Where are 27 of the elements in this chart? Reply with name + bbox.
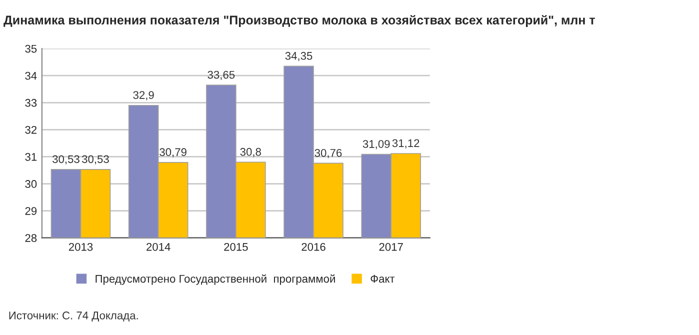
data-label: 30,53 bbox=[52, 155, 80, 164]
legend-label: Факт bbox=[370, 274, 395, 283]
data-label: 32,9 bbox=[133, 91, 154, 100]
data-label: 30,76 bbox=[314, 148, 342, 158]
x-tick-label: 2015 bbox=[224, 243, 248, 251]
y-tick-label: 30 bbox=[25, 180, 37, 188]
x-tick-label: 2017 bbox=[379, 243, 403, 251]
data-label: 30,8 bbox=[240, 148, 261, 158]
data-label: 33,65 bbox=[208, 70, 235, 80]
text: Источник: С. 74 Доклада. bbox=[9, 312, 138, 322]
y-tick-label: 34 bbox=[25, 72, 37, 80]
y-tick-label: 32 bbox=[25, 126, 37, 134]
y-tick-label: 29 bbox=[25, 207, 37, 215]
x-tick-label: 2014 bbox=[146, 243, 170, 251]
legend-label: Предусмотрено Государственной программой bbox=[96, 274, 335, 285]
y-tick-label: 33 bbox=[25, 98, 37, 107]
y-tick-label: 35 bbox=[25, 44, 37, 53]
data-label: 31,12 bbox=[392, 139, 420, 148]
data-label: 34,35 bbox=[285, 52, 312, 62]
y-tick-label: 28 bbox=[25, 234, 37, 242]
x-tick-label: 2016 bbox=[302, 243, 326, 251]
data-label: 30,79 bbox=[160, 148, 186, 158]
y-tick-label: 31 bbox=[25, 153, 37, 161]
data-label: 31,09 bbox=[362, 140, 390, 150]
data-label: 30,53 bbox=[82, 155, 109, 164]
chart-title: Динамика выполнения показателя "Производство молока в хозяйствах всех категорий", млн т bbox=[4, 15, 595, 27]
x-tick-label: 2013 bbox=[68, 243, 93, 251]
